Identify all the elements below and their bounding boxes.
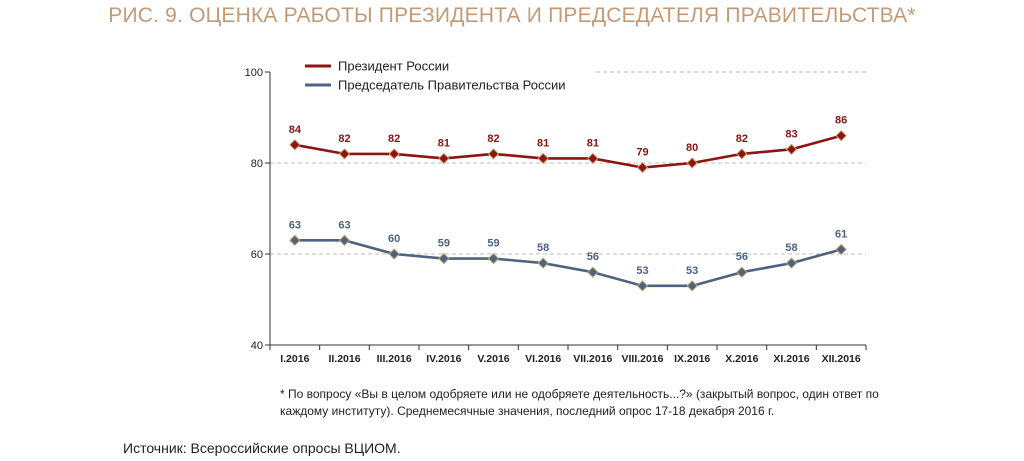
legend: Президент России Председатель Правительст… — [305, 59, 566, 93]
footnote: * По вопросу «Вы в целом одобряете или н… — [280, 387, 879, 418]
data-label: 79 — [636, 147, 648, 159]
data-point — [835, 243, 847, 256]
y-tick-label: 40 — [251, 340, 263, 352]
data-point — [636, 161, 649, 174]
series-line — [294, 134, 842, 169]
data-label: 56 — [587, 251, 599, 263]
data-point — [438, 152, 450, 165]
data-point — [438, 252, 450, 265]
x-tick-label: III.2016 — [377, 353, 412, 365]
data-point — [686, 280, 698, 292]
data-point — [537, 152, 549, 165]
data-label: 53 — [636, 265, 648, 277]
data-label: 86 — [835, 115, 847, 127]
data-point — [537, 257, 549, 269]
data-label: 81 — [438, 137, 450, 149]
data-point — [835, 129, 847, 142]
x-tick-label: VII.2016 — [573, 353, 612, 365]
data-point — [388, 248, 400, 260]
data-point — [289, 139, 301, 151]
data-label: 81 — [537, 137, 549, 149]
x-tick-label: I.2016 — [280, 353, 309, 365]
data-point — [686, 157, 698, 169]
series-2: 63 63 60 59 59 58 56 53 53 56 58 61 — [289, 219, 847, 292]
chart-title: РИС. 9. ОЦЕНКА РАБОТЫ ПРЕЗИДЕНТА И ПРЕДС… — [108, 4, 916, 27]
data-point — [338, 234, 351, 247]
data-point — [587, 152, 599, 165]
data-point — [388, 148, 400, 160]
data-point — [487, 148, 500, 160]
data-point — [289, 234, 301, 247]
data-label: 82 — [487, 133, 499, 145]
data-point — [736, 266, 748, 278]
data-label: 53 — [686, 265, 698, 277]
data-label: 82 — [338, 133, 350, 145]
data-label: 83 — [785, 128, 797, 140]
x-tick-label: V.2016 — [477, 353, 509, 365]
data-point — [736, 148, 748, 160]
legend-label: Президент России — [338, 59, 449, 74]
series-layer: 84 82 82 81 82 81 81 79 80 82 83 86 63 63 60 59 59 58 56 53… — [289, 115, 847, 292]
legend-label: Председатель Правительства России — [338, 78, 566, 93]
x-tick-label: XI.2016 — [773, 353, 809, 365]
data-point — [587, 266, 599, 278]
x-tick-label: VI.2016 — [525, 353, 561, 365]
data-label: 61 — [835, 228, 847, 240]
data-point — [785, 257, 798, 269]
data-label: 82 — [388, 133, 400, 145]
data-label: 60 — [388, 233, 400, 245]
grid-layer — [270, 71, 866, 255]
data-label: 59 — [487, 238, 499, 250]
x-tick-label: XII.2016 — [822, 353, 861, 365]
data-label: 63 — [338, 219, 350, 231]
data-point — [636, 280, 649, 292]
data-label: 63 — [289, 219, 301, 231]
data-label: 58 — [785, 242, 797, 254]
y-tick-label: 60 — [251, 249, 263, 261]
y-tick-label: 80 — [251, 158, 263, 170]
y-tick-label: 100 — [245, 67, 263, 79]
series-1: 84 82 82 81 82 81 81 79 80 82 83 86 — [289, 115, 847, 174]
data-point — [487, 252, 500, 265]
data-point — [338, 148, 351, 160]
data-label: 59 — [438, 238, 450, 250]
data-label: 80 — [686, 142, 698, 154]
x-tick-label: IX.2016 — [674, 353, 710, 365]
data-label: 82 — [736, 133, 748, 145]
x-tick-label: VIII.2016 — [621, 353, 663, 365]
data-label: 84 — [289, 124, 302, 136]
source-note: Источник: Всероссийские опросы ВЦИОМ. — [123, 440, 401, 456]
data-label: 56 — [736, 251, 748, 263]
x-tick-label: X.2016 — [725, 353, 758, 365]
series-line — [294, 239, 842, 288]
axis-layer: 40 60 80 100 I.2016 II.2016 III.2016 IV.2016 V.2… — [245, 67, 867, 365]
data-label: 81 — [587, 137, 599, 149]
data-label: 58 — [537, 242, 549, 254]
data-point — [785, 143, 798, 156]
x-tick-label: IV.2016 — [426, 353, 461, 365]
x-tick-label: II.2016 — [328, 353, 360, 365]
